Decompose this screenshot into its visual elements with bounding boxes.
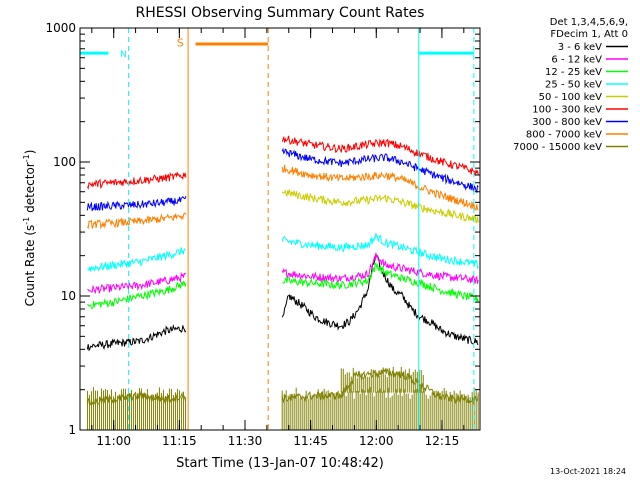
chart-title: RHESSI Observing Summary Count Rates [136, 5, 425, 21]
series-7 [86, 164, 479, 230]
series-line-6-segment-1 [281, 147, 479, 194]
legend: Det 1,3,4,5,6,9,FDecim 1, Att 0 3 - 6 keV… [513, 17, 628, 153]
saa-label: S [177, 36, 184, 49]
x-tick-label: 11:00 [96, 434, 131, 448]
x-tick-label: 11:45 [293, 434, 328, 448]
series-line-4-segment-0 [281, 189, 479, 224]
series-6 [86, 147, 479, 212]
legend-entry-label: 800 - 7000 keV [526, 130, 602, 141]
legend-entry-label: 3 - 6 keV [558, 42, 602, 53]
y-axis-label-main: Count Rate (s [23, 225, 37, 307]
y-axis-label: Count Rate (s-1 detector-1) [22, 150, 37, 307]
legend-entry-label: 6 - 12 keV [551, 55, 602, 66]
legend-entry-label: 50 - 100 keV [539, 92, 603, 103]
series-5 [86, 135, 479, 190]
legend-header-line: FDecim 1, Att 0 [550, 29, 628, 40]
y-axis-label-mid: detector [23, 162, 37, 217]
series-line-2-segment-0 [87, 280, 187, 310]
series-4 [281, 189, 479, 224]
series-2 [87, 262, 479, 310]
series-line-3-segment-0 [87, 247, 187, 272]
legend-entry-label: 300 - 800 keV [532, 117, 602, 128]
series-line-5-segment-1 [281, 135, 479, 176]
y-axis-label-sup1: -1 [22, 217, 31, 225]
series-line-1-segment-1 [281, 252, 479, 284]
y-tick-label: 10 [61, 289, 76, 303]
series-line-5-segment-0 [86, 171, 187, 190]
legend-entry-label: 7000 - 15000 keV [513, 142, 602, 153]
series-8 [86, 368, 479, 406]
x-tick-label: 11:30 [228, 434, 263, 448]
legend-entry-label: 12 - 25 keV [545, 67, 602, 78]
x-tick-label: 12:00 [359, 434, 394, 448]
generation-timestamp: 13-Oct-2021 18:24 [550, 467, 626, 476]
legend-entry-label: 100 - 300 keV [532, 105, 602, 116]
series-line-8-segment-1 [281, 368, 479, 405]
plot-inner [80, 28, 479, 430]
y-tick-label: 1 [68, 423, 76, 437]
series-1 [87, 252, 479, 295]
x-tick-label: 12:15 [425, 434, 460, 448]
series-line-7-segment-1 [281, 164, 479, 212]
plot-area: N S 1 10 100 1000 11:00 11:15 11:30 11:45 12:00 12:… [45, 21, 481, 448]
background-band-2 [340, 366, 424, 393]
plot-frame [79, 27, 481, 431]
legend-header-line: Det 1,3,4,5,6,9, [550, 17, 628, 28]
series-line-8-segment-0 [86, 390, 187, 406]
series-line-2-segment-1 [282, 262, 479, 302]
y-tick-label: 1000 [45, 21, 76, 35]
y-axis-label-end: ) [23, 150, 37, 155]
series-line-3-segment-1 [281, 233, 479, 270]
y-tick-label: 100 [53, 155, 76, 169]
night-label: N [120, 50, 127, 60]
series-line-7-segment-0 [86, 212, 187, 230]
series-line-1-segment-0 [87, 271, 187, 295]
series-3 [87, 233, 479, 272]
y-axis-label-sup2: -1 [22, 154, 31, 162]
legend-entry-label: 25 - 50 keV [545, 80, 602, 91]
x-tick-label: 11:15 [162, 434, 197, 448]
x-axis-label: Start Time (13-Jan-07 10:48:42) [176, 456, 384, 471]
series-line-0-segment-0 [86, 323, 187, 352]
series-line-6-segment-0 [86, 196, 187, 212]
